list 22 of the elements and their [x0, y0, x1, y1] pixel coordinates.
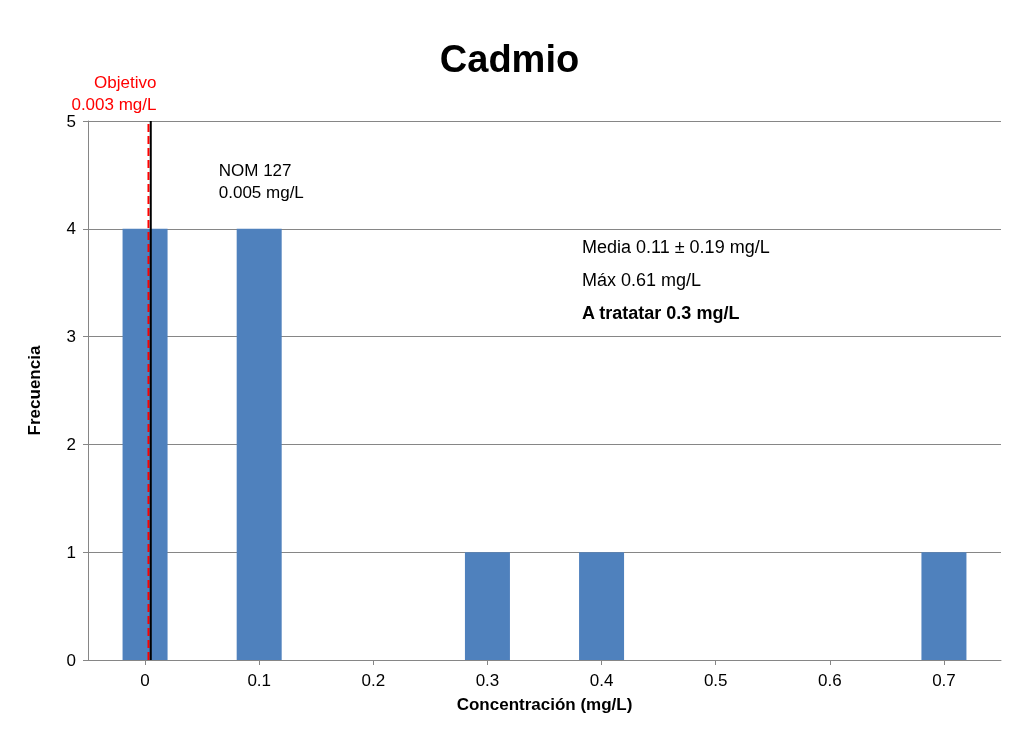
y-tick-label: 3	[66, 327, 76, 347]
x-tick-label: 0.4	[589, 671, 614, 690]
x-tick-label: 0.1	[247, 671, 272, 690]
y-tick-label: 5	[66, 111, 76, 131]
x-tick-label: 0	[140, 671, 150, 690]
annotation: Máx 0.61 mg/L	[582, 270, 702, 290]
y-tick-label: 0	[66, 650, 76, 670]
x-tick-label: 0.2	[361, 671, 386, 690]
ref-line-label: Objetivo 0.003 mg/L	[71, 72, 157, 114]
x-tick-label: 0.5	[703, 671, 728, 690]
chart-title: Cadmio	[439, 38, 580, 80]
x-tick-label: 0.3	[475, 671, 500, 690]
ref-line-label: NOM 127 0.005 mg/L	[218, 160, 304, 202]
annotation: Media 0.11 ± 0.19 mg/L	[582, 237, 770, 257]
annotation: A tratatar 0.3 mg/L	[582, 303, 740, 323]
y-tick-label: 1	[66, 542, 76, 562]
x-tick-label: 0.7	[932, 671, 956, 690]
x-axis-title: Concentración (mg/L)	[456, 695, 633, 714]
y-tick-label: 4	[66, 219, 76, 239]
y-axis-title: Frecuencia	[25, 345, 44, 436]
y-tick-label: 2	[66, 434, 76, 454]
x-tick-label: 0.6	[817, 671, 842, 690]
